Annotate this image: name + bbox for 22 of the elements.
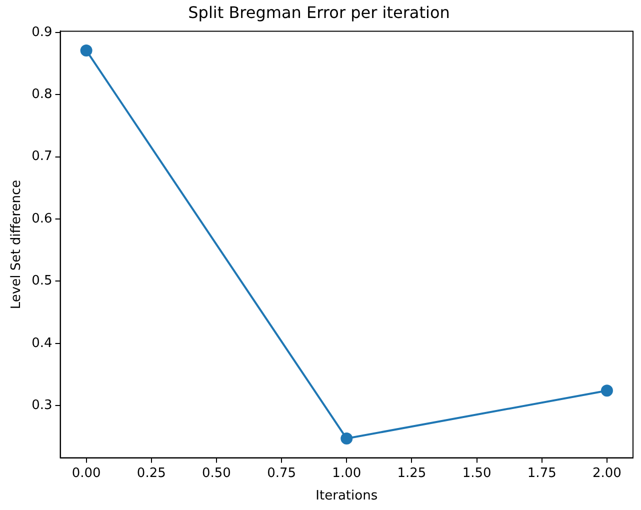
- x-tick-label: 1.00: [332, 466, 362, 481]
- y-tick-label: 0.6: [32, 211, 52, 226]
- point: [80, 44, 92, 56]
- x-axis-title: Iterations: [316, 488, 378, 504]
- y-tick-label: 0.7: [32, 149, 52, 164]
- y-tick-label: 0.5: [32, 274, 52, 289]
- y-tick-label: 0.9: [32, 24, 52, 40]
- point: [600, 384, 613, 397]
- x-tick-label: 0.25: [136, 466, 166, 481]
- y-tick-label: 0.3: [32, 398, 52, 413]
- x-tick-label: 1.25: [397, 466, 426, 481]
- x-tick-label: 0.75: [267, 466, 296, 481]
- x-tick-label: 0.50: [202, 466, 231, 481]
- x-tick-label: 1.75: [527, 466, 556, 481]
- y-tick-label: 0.4: [32, 336, 52, 351]
- chart-title: Split Bregman Error per iteration: [188, 2, 450, 22]
- y-tick-label: 0.8: [32, 87, 52, 102]
- x-tick-label: 1.50: [462, 466, 492, 481]
- x-tick-label: 2.00: [592, 466, 622, 481]
- y-axis-title: Level Set difference: [9, 180, 24, 310]
- x-tick-label: 0.00: [72, 466, 101, 481]
- point: [340, 432, 353, 445]
